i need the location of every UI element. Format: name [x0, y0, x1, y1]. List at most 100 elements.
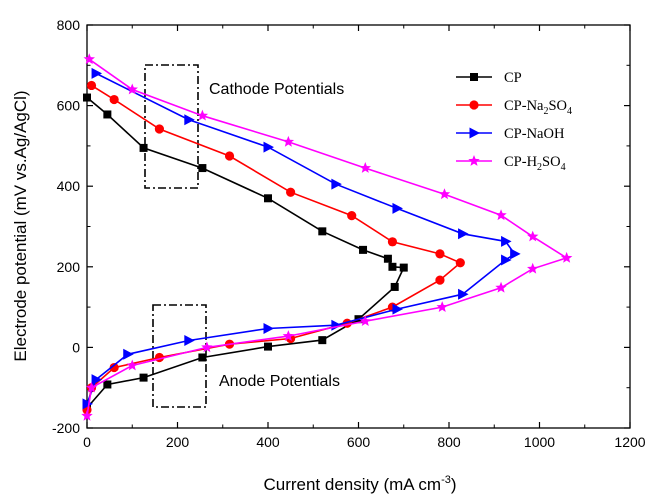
data-point	[82, 398, 93, 410]
data-point	[392, 303, 403, 315]
data-point	[458, 288, 469, 300]
data-point	[435, 249, 445, 259]
legend-marker	[470, 73, 478, 81]
data-point	[103, 110, 112, 119]
data-point	[392, 202, 403, 214]
data-point	[436, 301, 448, 312]
cathode-dashed-box	[144, 64, 199, 189]
data-point	[347, 211, 357, 221]
y-tick-label: 600	[57, 98, 81, 114]
data-point	[85, 381, 98, 393]
x-tick-label: 1200	[614, 434, 645, 450]
data-point	[495, 281, 507, 293]
data-point	[109, 362, 119, 373]
y-tick-label: 200	[57, 259, 81, 275]
data-point	[224, 151, 235, 161]
data-point	[139, 143, 148, 152]
y-axis-label: Electrode potential (mV vs.Ag/AgCl)	[11, 90, 30, 361]
x-axis-label: Current density (mA cm-3)	[263, 474, 456, 494]
data-point	[510, 248, 521, 260]
data-point	[455, 258, 465, 268]
x-tick-label: 800	[437, 434, 461, 450]
data-point	[139, 373, 148, 382]
legend: CP CP-Na2SO4 CP-NaOH CP-H2SO4	[456, 70, 572, 173]
data-point	[435, 275, 445, 285]
y-tick-label: -200	[52, 420, 80, 436]
series-line	[86, 96, 406, 409]
data-point	[331, 178, 342, 190]
data-point	[154, 124, 164, 134]
data-point	[198, 164, 207, 173]
data-point	[264, 194, 272, 203]
data-point	[196, 109, 209, 121]
data-point	[318, 336, 327, 345]
data-point	[83, 53, 95, 65]
data-point	[184, 114, 195, 126]
data-point	[318, 227, 327, 236]
x-tick-label: 200	[166, 434, 190, 450]
legend-item: CP-NaOH	[456, 126, 565, 142]
series-1	[82, 80, 465, 415]
data-point	[126, 359, 138, 371]
x-tick-label: 1000	[524, 434, 555, 450]
data-point	[527, 262, 539, 274]
legend-label: CP-H2SO4	[504, 154, 566, 173]
annotation-layer: Cathode Potentials Anode Potentials	[144, 64, 344, 408]
data-point	[81, 409, 93, 421]
x-tick-label: 600	[347, 434, 371, 450]
legend-marker	[468, 155, 480, 166]
legend-item: CP	[456, 70, 522, 86]
y-tick-label: 400	[57, 178, 81, 194]
data-point	[501, 235, 512, 247]
data-point	[383, 254, 392, 263]
series-3	[81, 53, 573, 421]
data-point	[263, 141, 274, 153]
data-point	[91, 374, 103, 386]
data-point	[495, 209, 507, 221]
y-tick-label: 0	[72, 339, 80, 355]
legend-label: CP-NaOH	[504, 126, 565, 142]
data-point	[103, 380, 112, 389]
plot-frame	[86, 24, 631, 429]
legend-marker	[469, 100, 479, 110]
data-point	[399, 263, 408, 272]
data-point	[91, 67, 103, 79]
data-point	[438, 188, 451, 200]
legend-item: CP-H2SO4	[456, 154, 566, 173]
data-point	[109, 94, 119, 105]
data-point	[86, 80, 97, 91]
data-point	[184, 335, 195, 347]
series-layer	[81, 53, 573, 421]
data-point	[359, 162, 371, 173]
data-point	[359, 315, 371, 327]
series-2	[82, 67, 521, 410]
data-point	[458, 228, 469, 240]
data-point	[282, 330, 295, 341]
data-point	[264, 342, 272, 351]
data-point	[198, 353, 207, 362]
legend-item: CP-Na2SO4	[456, 98, 572, 117]
legend-label: CP	[504, 70, 522, 86]
legend-label: CP-Na2SO4	[504, 98, 572, 117]
data-point	[83, 93, 91, 102]
data-point	[286, 187, 296, 197]
data-point	[201, 341, 213, 353]
data-point	[501, 254, 512, 266]
data-point	[388, 262, 397, 271]
data-point	[263, 322, 274, 334]
x-tick-label: 400	[256, 434, 280, 450]
x-tick-label: 0	[83, 434, 91, 450]
series-line	[86, 58, 569, 417]
anode-annotation: Anode Potentials	[219, 373, 340, 390]
data-point	[387, 237, 398, 247]
data-point	[126, 83, 138, 95]
data-point	[282, 135, 295, 147]
data-point	[123, 348, 134, 360]
data-point	[390, 282, 399, 291]
data-point	[560, 251, 573, 263]
data-point	[527, 230, 539, 242]
cathode-annotation: Cathode Potentials	[209, 81, 344, 98]
y-tick-label: 800	[57, 17, 81, 33]
